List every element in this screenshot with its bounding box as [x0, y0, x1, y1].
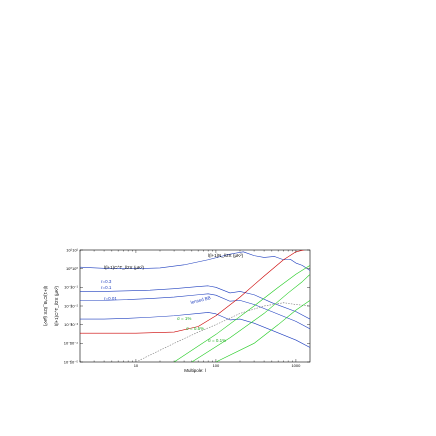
series-line-1: [80, 285, 310, 320]
series-line-3: [80, 312, 310, 348]
r-label-0.01: r=0.01: [104, 296, 117, 301]
y-tick-label: 10⁻¹: [70, 285, 79, 290]
y-tick-label-secondary: 10¹: [66, 247, 72, 252]
y-tick-label-secondary: 10⁻³: [64, 322, 73, 327]
noise-level-0.1: σ = 0.1%: [208, 338, 226, 343]
y-tick-label: 10⁻²: [70, 303, 79, 308]
y-axis-secondary-label: l(l+1)C^B_l/2π (μK²): [43, 286, 48, 327]
y-tick-label-secondary: 10⁻⁴: [64, 341, 73, 346]
noise-level-0.5: σ = 0.5%: [186, 326, 204, 331]
r-label-0.3: r=0.3: [101, 279, 112, 284]
y-axis-label: l(l+1)C^T_l/2π (μK²): [54, 286, 59, 326]
series-line-8: [191, 274, 310, 362]
x-axis: 10 100 1000: [79, 250, 301, 368]
plot-area: [80, 250, 310, 362]
series-line-5: [80, 250, 305, 334]
r-label-0.1: r=0.1: [101, 285, 112, 290]
x-tick-label: 100: [213, 363, 220, 368]
x-tick-label: 1000: [291, 363, 301, 368]
series-line-7: [173, 265, 310, 362]
series-line-2: [80, 293, 310, 330]
y-tick-label-secondary: 10⁻²: [64, 303, 73, 308]
series-line-4: [80, 251, 310, 271]
y-tick-label: 10¹: [72, 247, 78, 252]
tt-annotation: l(l+1)C^T_l/2π (μK²): [104, 265, 144, 270]
y-tick-label-secondary: 10⁻⁵: [64, 359, 73, 364]
y-tick-label-secondary: 10⁰: [66, 266, 72, 271]
noise-annotation: l(l+1)N_l/2π (μK²): [208, 253, 244, 258]
y-tick-label: 10⁻⁴: [70, 341, 79, 346]
y-tick-label-secondary: 10⁻¹: [64, 285, 73, 290]
y-tick-label: 10⁻³: [70, 322, 79, 327]
series-line-9: [215, 300, 310, 362]
x-tick-label: 10: [134, 363, 139, 368]
x-axis-label: Multipole: l: [184, 368, 206, 373]
lensed-bb-annotation: lensed BB: [190, 295, 211, 305]
noise-level-1: σ = 1%: [177, 316, 191, 321]
y-tick-label: 10⁰: [72, 266, 78, 271]
y-tick-label: 10⁻⁵: [70, 359, 79, 364]
